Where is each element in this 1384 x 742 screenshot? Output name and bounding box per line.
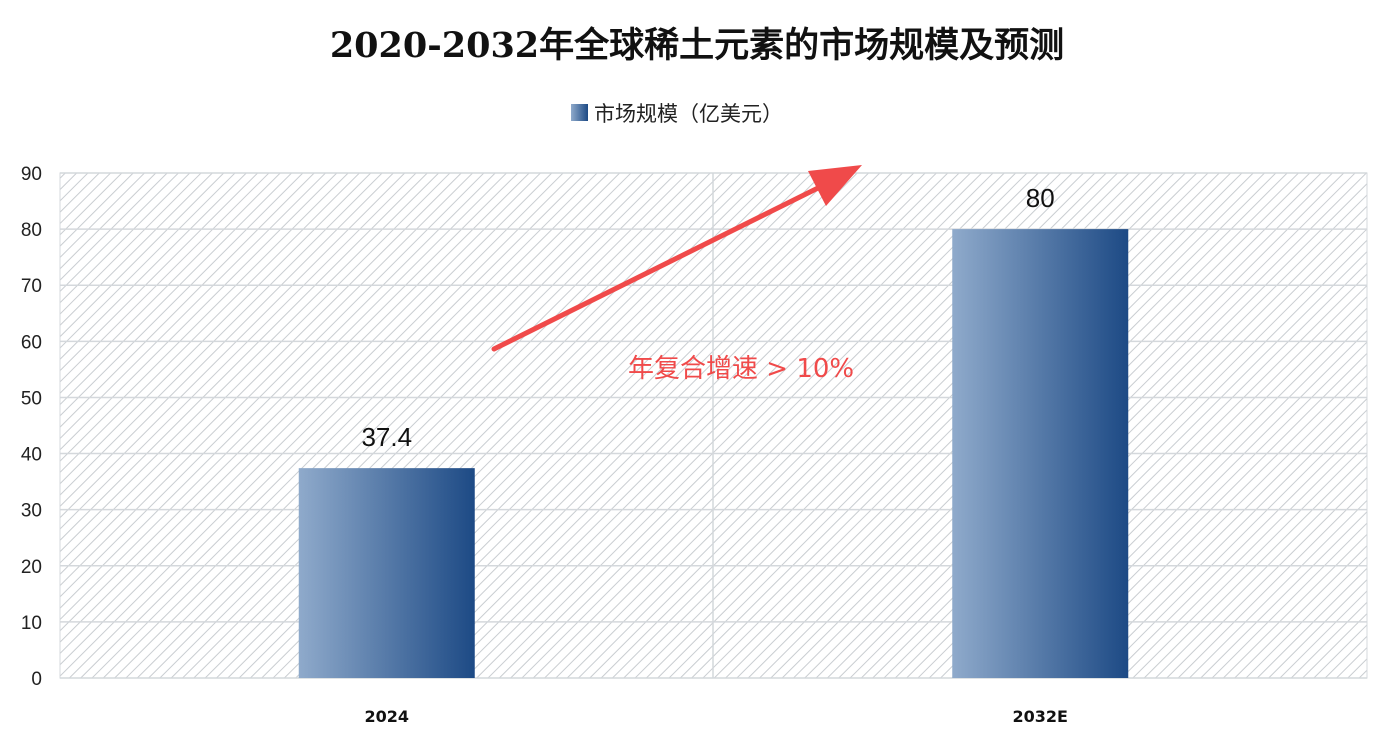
growth-arrow (491, 165, 862, 352)
y-tick-label: 60 (21, 332, 42, 353)
y-tick-label: 80 (21, 220, 42, 241)
y-tick-label: 50 (21, 388, 42, 409)
legend-swatch (571, 104, 588, 121)
x-tick-label: 2024 (364, 707, 409, 726)
legend: 市场规模（亿美元） (571, 102, 783, 126)
data-label: 37.4 (361, 422, 412, 452)
x-tick-label: 2032E (1013, 707, 1068, 726)
y-tick-label: 40 (21, 445, 42, 466)
y-tick-label: 10 (21, 613, 42, 634)
y-tick-label: 90 (21, 164, 42, 185)
y-tick-label: 0 (31, 669, 42, 690)
growth-arrow-shaft (491, 184, 823, 352)
legend-label: 市场规模（亿美元） (594, 102, 783, 126)
data-label: 80 (1026, 183, 1055, 213)
y-axis: 0 10 20 30 40 50 60 70 80 90 (21, 164, 42, 690)
bar-2024 (298, 468, 475, 678)
y-tick-label: 70 (21, 276, 42, 297)
bar-2032e (952, 229, 1129, 678)
growth-arrow-head (808, 165, 862, 206)
chart-title: 2020-2032年全球稀土元素的市场规模及预测 (330, 25, 1064, 66)
data-labels: 37.4 80 (361, 183, 1054, 452)
x-axis: 2024 2032E (364, 707, 1068, 726)
bars (298, 229, 1129, 678)
y-tick-label: 20 (21, 557, 42, 578)
y-tick-label: 30 (21, 501, 42, 522)
growth-annotation: 年复合增速 > 10% (628, 354, 854, 384)
plot-area: 0 10 20 30 40 50 60 70 80 90 37.4 80 2024 2032E (21, 164, 1368, 726)
